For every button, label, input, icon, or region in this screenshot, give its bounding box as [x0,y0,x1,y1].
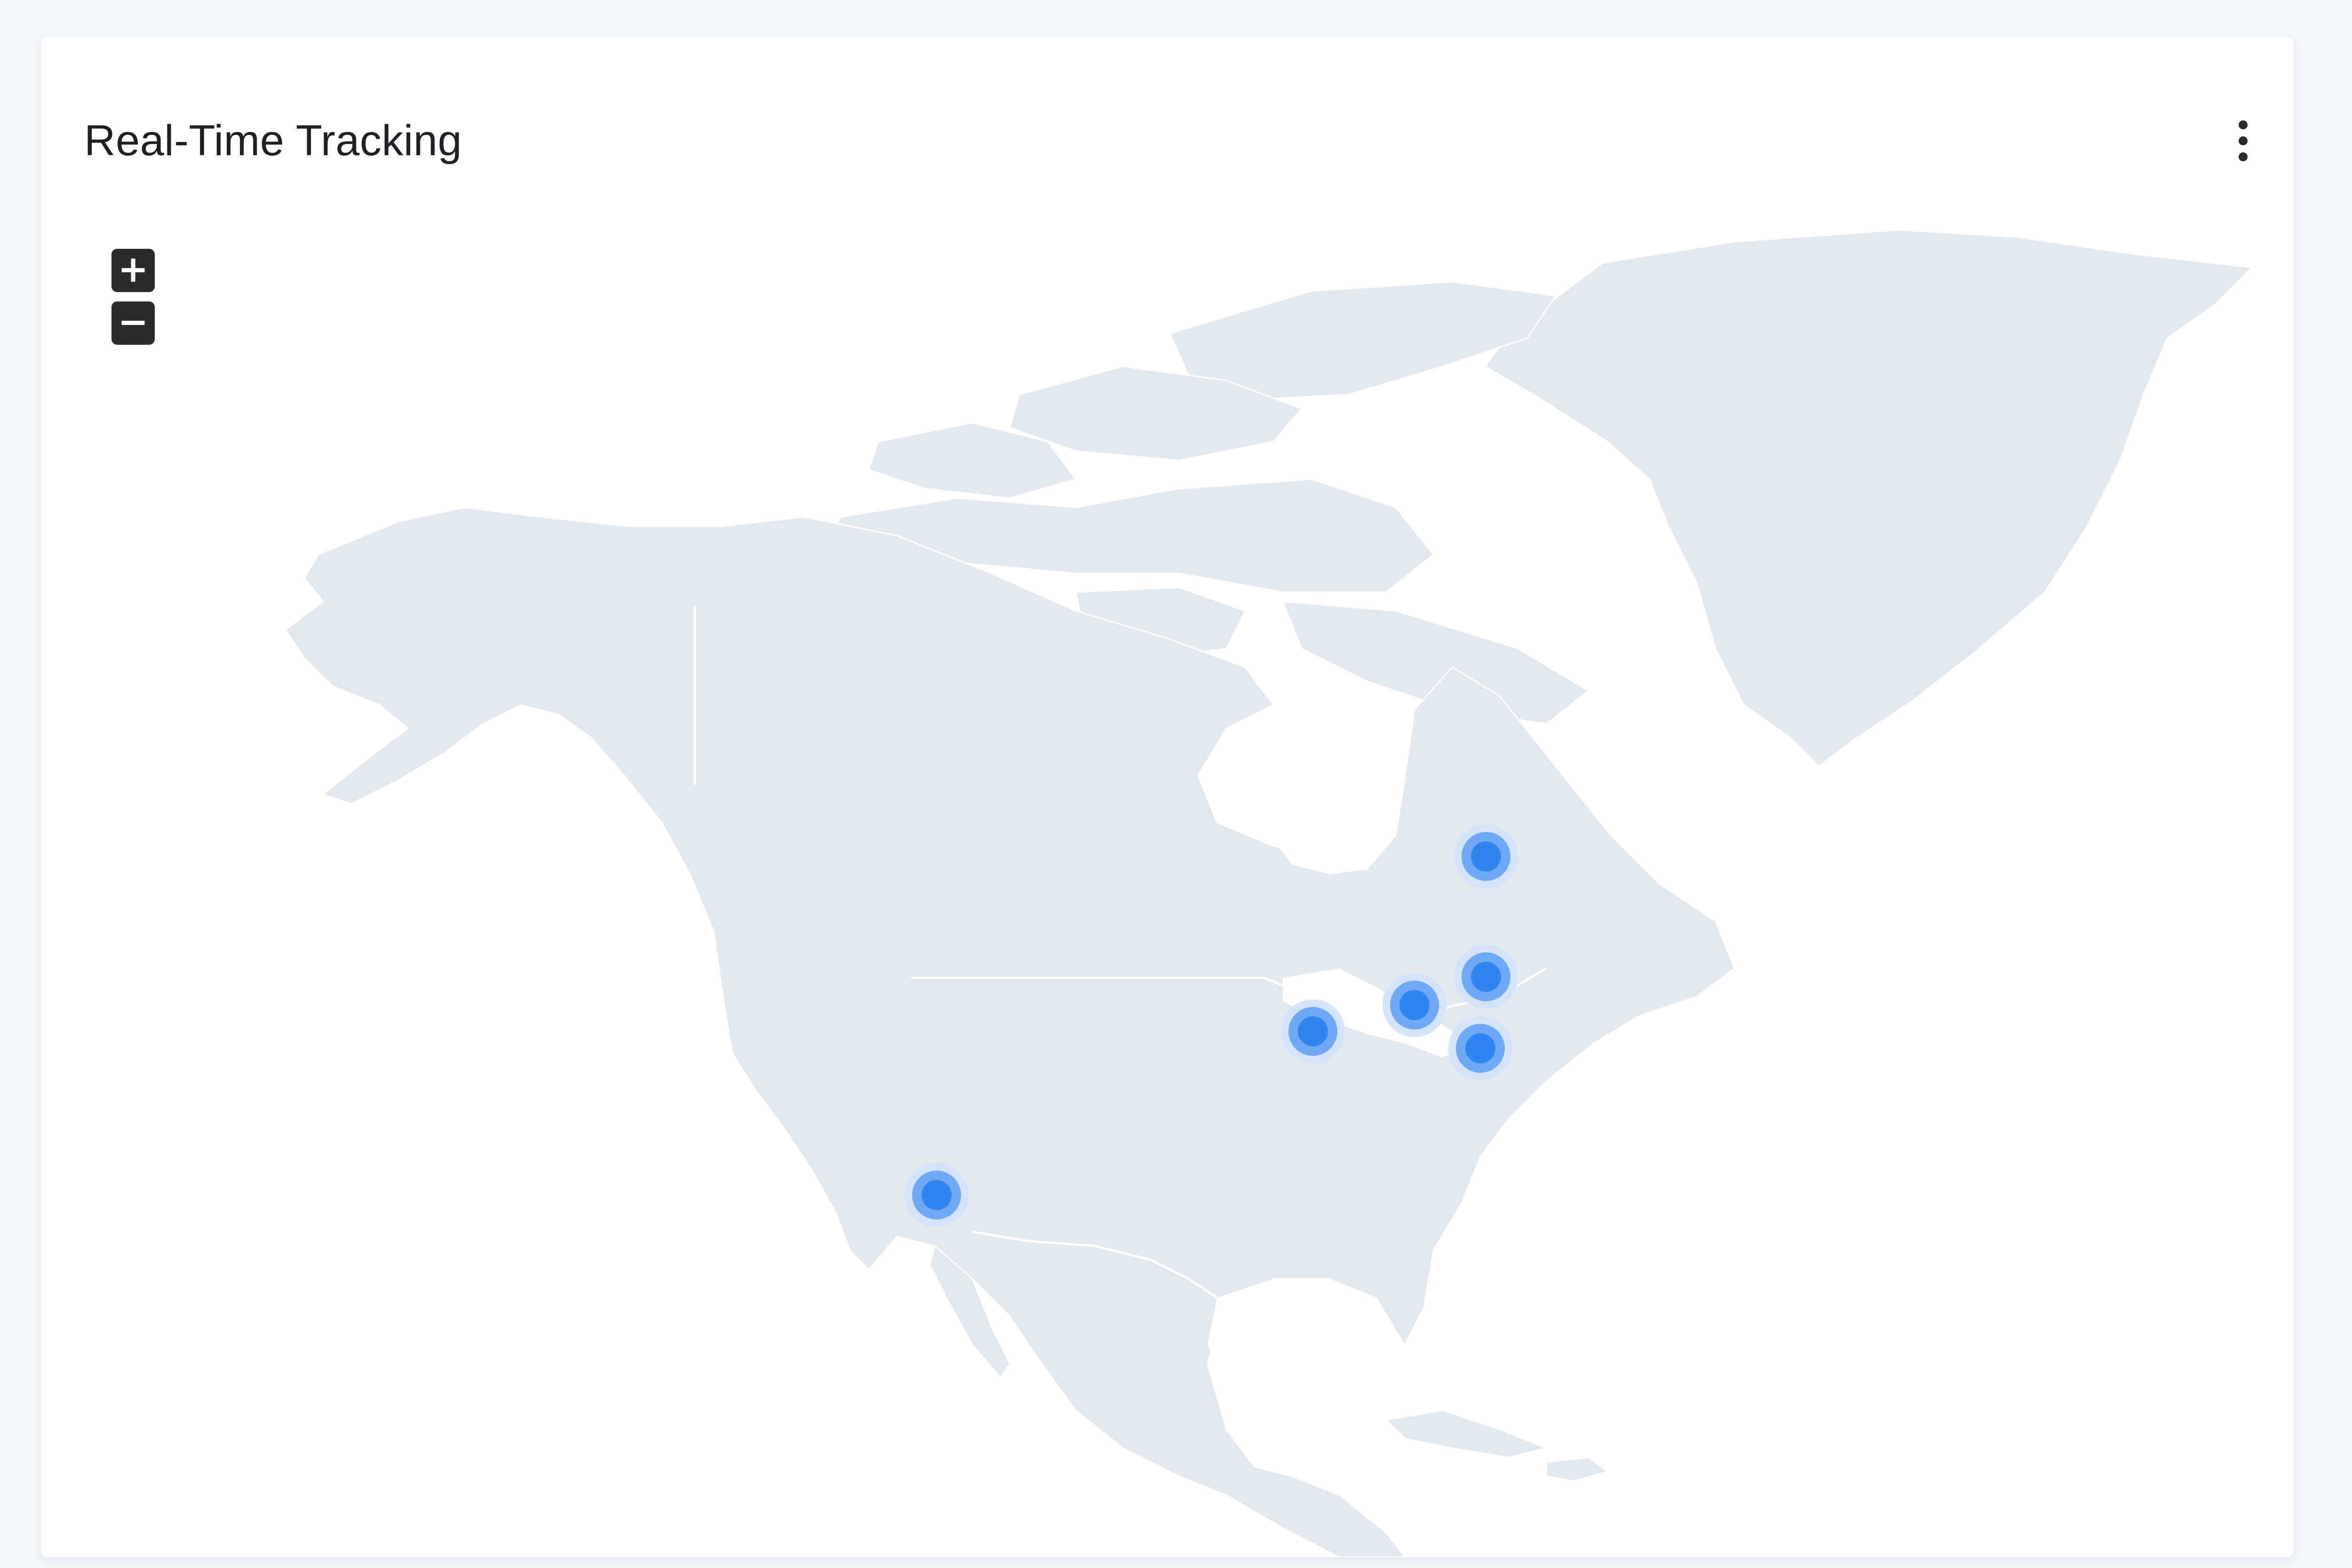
more-options-icon[interactable] [2217,112,2269,169]
location-marker[interactable] [1281,999,1345,1063]
hispaniola-shape [1545,1457,1609,1482]
card-title: Real-Time Tracking [84,117,462,165]
location-marker[interactable] [905,1163,969,1227]
us-mexico-border [972,1230,1218,1299]
location-marker[interactable] [1448,1016,1512,1080]
north-america-mainland [284,507,1735,1557]
card-header: Real-Time Tracking [84,108,2250,165]
baja-california [929,1244,1011,1379]
location-marker[interactable] [1454,945,1518,1009]
cuba-shape [1384,1410,1549,1458]
north-america-map [284,229,2254,1557]
zoom-in-button[interactable]: + [111,249,155,292]
gulf-of-mexico [1208,1279,1405,1439]
arctic-island [868,422,1077,499]
arctic-island [1009,365,1303,461]
zoom-controls: + − [111,249,155,345]
map-container[interactable]: + − [41,197,2293,1557]
tracking-card: Real-Time Tracking + − [40,37,2294,1558]
zoom-out-button[interactable]: − [111,301,155,345]
arctic-island [1281,601,1590,725]
greenland-shape [1484,229,2254,767]
location-marker[interactable] [1383,973,1446,1037]
location-marker[interactable] [1454,824,1518,888]
hudson-bay [1255,705,1405,874]
